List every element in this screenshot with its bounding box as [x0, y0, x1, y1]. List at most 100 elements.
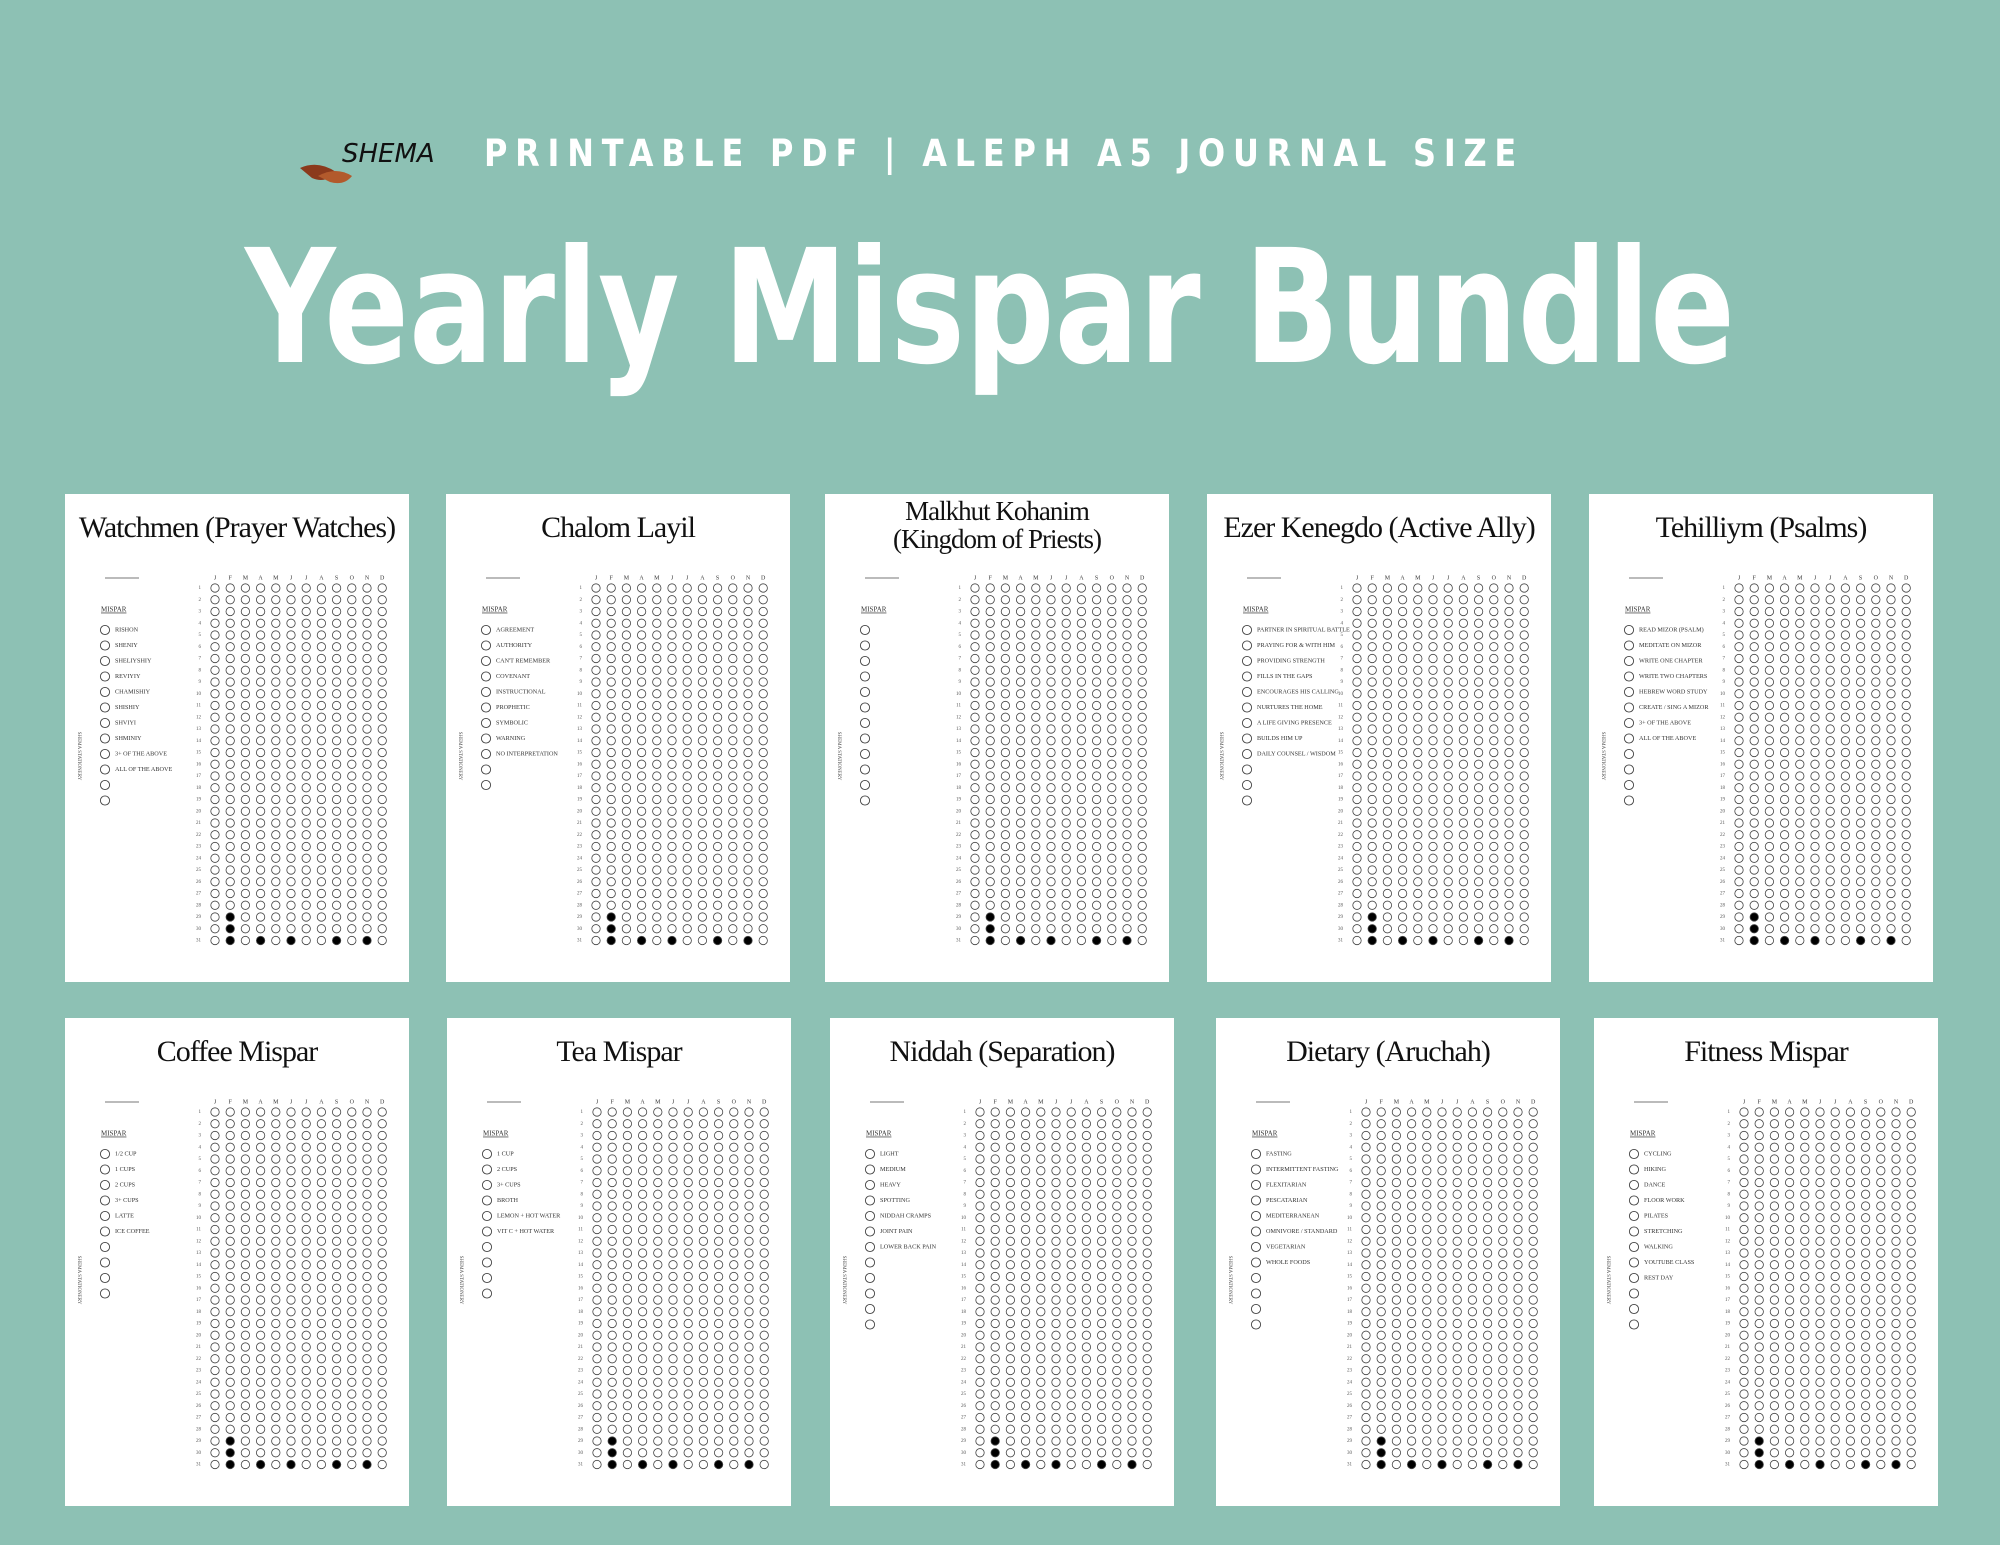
- tracker-circle: [1739, 1412, 1749, 1423]
- tracker-circle: [1528, 1459, 1538, 1470]
- tracker-circle: [240, 1166, 250, 1176]
- page-sheet: [65, 1018, 409, 1506]
- tracker-circle: [1036, 1177, 1046, 1188]
- tracker-circle: [683, 1177, 693, 1188]
- tracker-circle: [1046, 689, 1056, 699]
- tracker-circle: [1021, 1412, 1031, 1423]
- tracker-circle: [668, 1271, 678, 1282]
- tracker-circle: [607, 1142, 617, 1152]
- tracker-circle: [1107, 900, 1117, 910]
- tracker-circle: [1855, 853, 1866, 863]
- tracker-circle: [591, 877, 601, 887]
- side-brand: SHEMA STATIONERY: [1600, 732, 1605, 781]
- unused-day-dot: [1376, 1436, 1386, 1446]
- tracker-circle: [1352, 653, 1362, 664]
- tracker-circle: [668, 1377, 678, 1387]
- tracker-circle: [362, 1342, 372, 1352]
- tracker-circle: [1443, 583, 1453, 593]
- tracker-circle: [1051, 1412, 1061, 1423]
- tracker-circle: [1891, 1154, 1901, 1164]
- day-number: 29: [1347, 1439, 1353, 1444]
- tracker-circle: [1876, 1389, 1886, 1399]
- tracker-circle: [1127, 1283, 1137, 1293]
- option-circle: [99, 795, 111, 806]
- tracker-circle: [1845, 1177, 1855, 1188]
- tracker-circle: [1000, 677, 1010, 687]
- tracker-circle: [606, 618, 616, 628]
- tracker-circle: [1437, 1330, 1447, 1340]
- tracker-circle: [1800, 1307, 1810, 1317]
- unused-day-dot: [1127, 1459, 1137, 1470]
- tracker-circle: [286, 712, 296, 722]
- tracker-circle: [1876, 1260, 1886, 1270]
- tracker-circle: [347, 1119, 357, 1129]
- tracker-circle: [1860, 1107, 1871, 1117]
- tracker-circle: [667, 818, 677, 828]
- option-circle: [859, 717, 871, 729]
- tracker-circle: [713, 1236, 724, 1246]
- tracker-circle: [1428, 689, 1438, 699]
- tracker-circle: [743, 724, 753, 734]
- tracker-circle: [1367, 583, 1377, 593]
- tracker-circle: [1005, 1318, 1015, 1329]
- tracker-circle: [667, 677, 677, 687]
- tracker-circle: [1036, 1459, 1046, 1470]
- day-number: 15: [1338, 751, 1344, 756]
- tracker-circle: [1795, 783, 1805, 793]
- tracker-circle: [698, 1389, 708, 1399]
- tracker-circle: [240, 1330, 250, 1340]
- month-letter: M: [1767, 575, 1773, 581]
- tracker-circle: [728, 818, 738, 828]
- tracker-circle: [1066, 1248, 1076, 1258]
- tracker-circle: [362, 1119, 372, 1129]
- month-letter: J: [595, 575, 598, 581]
- tracker-circle: [1764, 747, 1774, 758]
- day-number: 2: [580, 598, 583, 603]
- tracker-circle: [316, 924, 326, 934]
- tracker-circle: [256, 606, 266, 617]
- day-number: 28: [196, 903, 202, 908]
- tracker-circle: [1845, 1459, 1855, 1470]
- day-number: 6: [959, 645, 962, 650]
- tracker-circle: [1749, 642, 1759, 652]
- tracker-circle: [1061, 618, 1071, 628]
- tracker-circle: [1845, 1377, 1855, 1387]
- tracker-circle: [607, 1318, 617, 1329]
- tracker-circle: [975, 1248, 985, 1258]
- tracker-circle: [1046, 924, 1056, 934]
- tracker-circle: [1810, 865, 1820, 875]
- tracker-circle: [225, 1213, 235, 1223]
- tracker-circle: [1081, 1448, 1091, 1458]
- tracker-circle: [1764, 900, 1774, 910]
- tracker-circle: [728, 888, 738, 899]
- tracker-circle: [1428, 747, 1438, 758]
- option-circle: [1628, 1303, 1640, 1315]
- tracker-circle: [990, 1342, 1000, 1352]
- tracker-circle: [1906, 1107, 1916, 1117]
- tracker-circle: [1860, 1177, 1871, 1188]
- tracker-circle: [1367, 900, 1377, 910]
- tracker-circle: [1413, 700, 1423, 711]
- tracker-circle: [1122, 771, 1132, 781]
- tracker-circle: [1452, 1365, 1462, 1376]
- tracker-circle: [256, 888, 266, 899]
- tracker-circle: [1096, 1201, 1107, 1211]
- tracker-circle: [225, 665, 235, 675]
- tracker-circle: [622, 1119, 632, 1129]
- tracker-circle: [1795, 642, 1805, 652]
- tracker-circle: [1891, 1295, 1901, 1305]
- tracker-circle: [1081, 1459, 1091, 1470]
- month-letter: A: [1848, 1099, 1853, 1105]
- tracker-circle: [1005, 1295, 1015, 1305]
- tracker-circle: [1361, 1166, 1371, 1176]
- tracker-circle: [225, 677, 235, 687]
- tracker-circle: [1096, 1224, 1107, 1235]
- tracker-circle: [1137, 747, 1147, 758]
- option-circle: [1628, 1272, 1640, 1284]
- tracker-circle: [1428, 783, 1438, 793]
- tracker-circle: [990, 1201, 1000, 1211]
- tracker-circle: [1739, 1130, 1749, 1141]
- option-label: FLOOR WORK: [1644, 1197, 1685, 1204]
- tracker-circle: [1382, 794, 1392, 805]
